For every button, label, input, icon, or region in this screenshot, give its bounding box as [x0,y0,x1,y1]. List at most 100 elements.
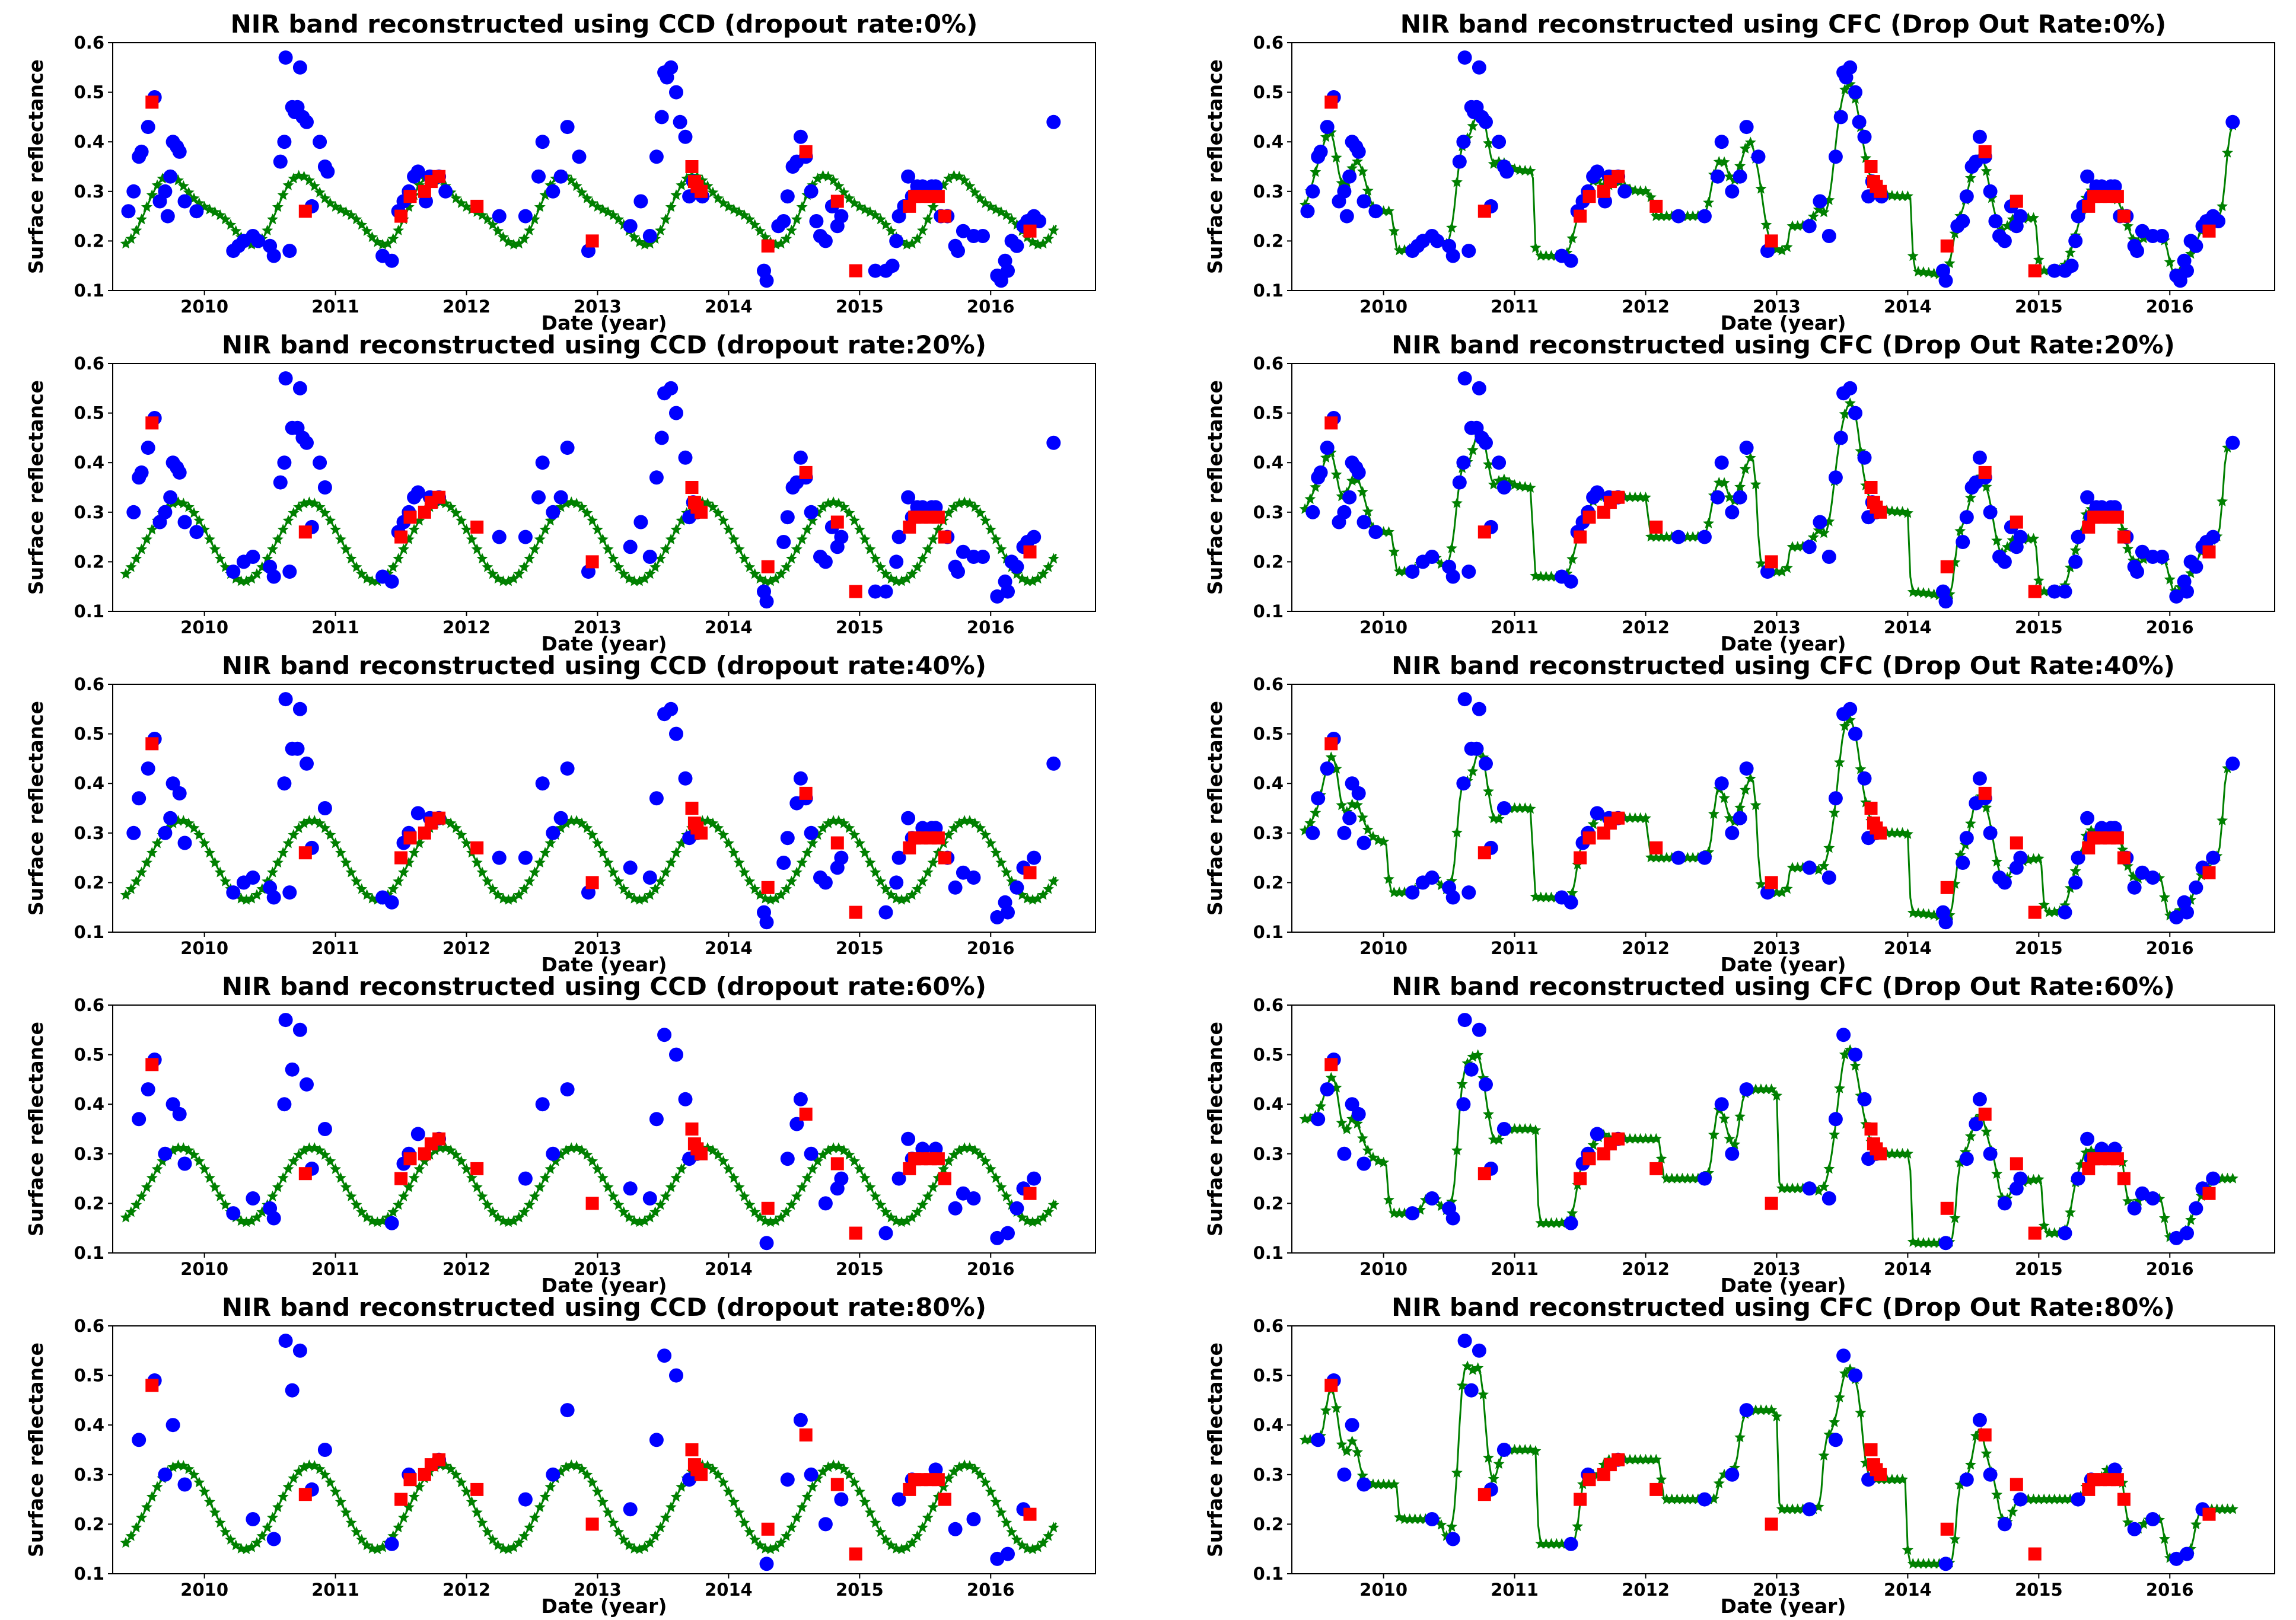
dropped-point [1940,881,1954,894]
dropped-point [432,490,446,504]
reconstruction-marker [1325,1072,1337,1083]
reconstruction-marker [1964,492,1976,503]
reconstruction-marker [1451,1466,1463,1478]
x-tick-label: 2016 [967,617,1015,637]
reconstruction-marker [1818,527,1830,538]
x-axis-label: Date (year) [1721,953,1846,976]
observed-point [1313,144,1328,159]
reconstruction-marker [1330,468,1342,480]
reconstruction-marker [843,1469,855,1480]
reconstruction-marker [655,224,666,235]
reconstruction-marker [712,507,724,518]
observed-point [2155,550,2169,564]
dropped-point [799,1107,813,1121]
reconstruction-marker [718,197,730,208]
reconstruction-marker [183,817,195,828]
observed-point [384,1216,399,1230]
reconstruction-marker [272,201,284,212]
reconstruction-marker [859,1496,871,1507]
reconstruction-marker [1855,1407,1867,1418]
observed-point [2225,435,2240,450]
reconstruction-marker [817,501,829,512]
observed-point [1972,1412,1987,1427]
observed-point [518,209,533,224]
observed-point [1997,234,2012,248]
reconstruction-marker [282,837,294,849]
observed-point [535,776,550,791]
reconstruction-marker [1047,224,1059,235]
observed-point [126,825,141,840]
observed-point [2071,1492,2085,1507]
reconstruction-marker [922,1511,934,1523]
reconstruction-marker [649,883,661,894]
reconstruction-marker [639,892,651,904]
reconstruction-marker [801,1172,813,1183]
observed-point [678,1092,693,1106]
reconstruction-marker [492,573,504,584]
y-tick-label: 0.2 [74,1193,104,1213]
dropped-point [145,1058,159,1072]
observed-point [1843,701,1858,716]
observed-point [1857,771,1872,786]
reconstruction-marker [188,1469,200,1480]
reconstruction-marker [534,1501,546,1513]
reconstruction-marker [1661,1493,1673,1504]
reconstruction-marker [1037,238,1049,249]
reconstruction-marker [2158,1533,2170,1544]
dropped-point [903,841,916,854]
reconstruction-marker [1787,541,1798,552]
x-axis-label: Date (year) [1721,632,1846,655]
dropped-point [1582,1152,1596,1166]
x-tick-label: 2013 [1753,296,1801,317]
observed-point [2206,530,2221,544]
dropped-point [1023,866,1037,879]
reconstruction-marker [1949,1533,1961,1544]
reconstruction-marker [1330,152,1342,163]
reconstruction-marker [759,575,771,586]
reconstruction-marker [1524,165,1536,176]
dropped-point [394,1493,408,1506]
reconstruction-marker [1310,807,1321,818]
observed-point [1425,1191,1440,1206]
reconstruction-marker [916,1522,928,1533]
reconstruction-marker [2158,1212,2170,1223]
reconstruction-marker [576,501,588,512]
reconstruction-marker [288,829,300,840]
observed-point [948,1522,963,1536]
observed-point [834,1492,849,1507]
x-axis-label: Date (year) [1721,1595,1846,1618]
reconstruction-marker [733,1181,745,1192]
observed-point [1848,406,1862,420]
reconstruction-marker [240,575,252,586]
reconstruction-marker [1760,219,1772,230]
reconstruction-marker [912,883,923,894]
reconstruction-marker [2222,1172,2233,1184]
reconstruction-marker [1781,883,1793,894]
reconstruction-marker [1849,1060,1861,1071]
dropped-point [799,786,813,800]
observed-point [1671,850,1686,865]
observed-point [793,1412,808,1427]
observed-point [141,441,155,455]
y-tick-label: 0.1 [1253,280,1284,301]
reconstruction-marker [492,889,504,900]
x-axis-label: Date (year) [1721,1274,1846,1297]
reconstruction-marker [1954,1479,1966,1490]
dropped-point [1023,1187,1037,1200]
reconstruction-marker [765,575,776,586]
observed-point [384,895,399,910]
subplot-ccd-40: NIR band reconstructed using CCD (dropou… [24,651,1096,976]
dropped-point [1612,1453,1625,1466]
observed-point [1351,144,1366,159]
reconstruction-marker [817,170,829,181]
dropped-point [1582,1473,1596,1487]
reconstruction-marker [1378,205,1390,216]
reconstruction-marker [136,1190,148,1201]
reconstruction-marker [1755,1083,1767,1095]
observed-point [553,811,568,825]
reconstruction-marker [1813,524,1824,535]
dropped-point [1978,1107,1992,1121]
reconstruction-marker [1839,1367,1851,1379]
reconstruction-marker [288,173,300,184]
x-tick-label: 2011 [311,938,359,958]
